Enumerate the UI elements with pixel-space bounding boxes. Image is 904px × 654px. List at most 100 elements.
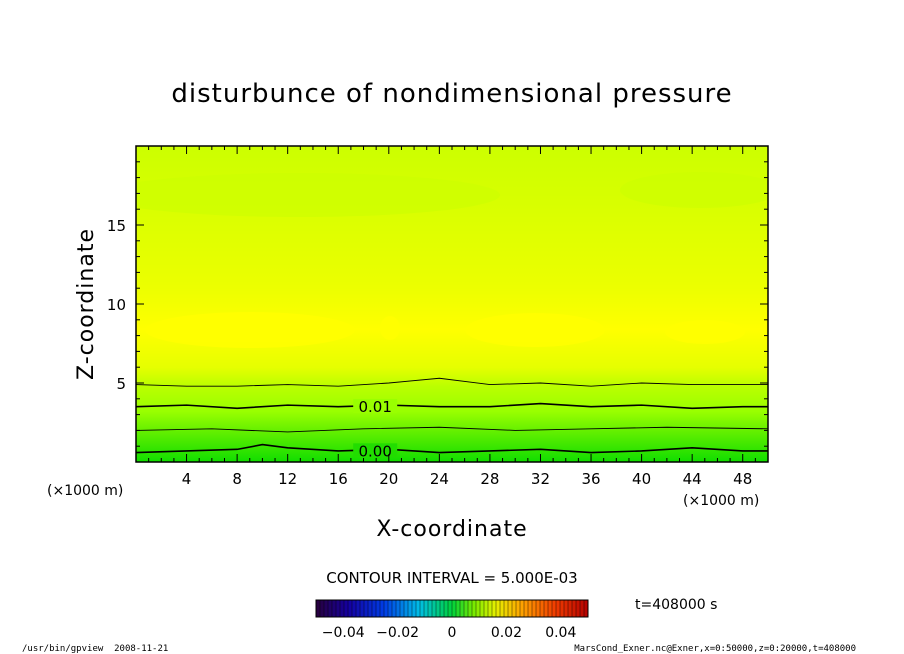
colorbar-segment [336, 600, 340, 617]
colorbar-tick-label: 0.02 [491, 625, 522, 641]
colorbar-segment [392, 600, 396, 617]
x-axis-label: X-coordinate [376, 517, 527, 542]
y-tick-label: 5 [116, 375, 126, 393]
colorbar-segment [488, 600, 492, 617]
x-tick-label: 32 [531, 470, 550, 488]
colorbar-segment [576, 600, 580, 617]
colorbar-segment [324, 600, 328, 617]
colorbar-segment [420, 600, 424, 617]
x-tick-label: 20 [379, 470, 398, 488]
colorbar-segment [468, 600, 472, 617]
x-tick-label: 48 [733, 470, 752, 488]
colorbar-segment [332, 600, 336, 617]
colorbar-tick-label: 0.04 [545, 625, 576, 641]
colorbar-segment [412, 600, 416, 617]
colorbar-segment [316, 600, 320, 617]
x-tick-label: 8 [232, 470, 242, 488]
colorbar-segment [428, 600, 432, 617]
x-unit-label-right: (×1000 m) [683, 493, 759, 509]
contour-fill-blob [145, 312, 355, 348]
contour-line [136, 443, 768, 454]
time-label: t=408000 s [635, 597, 717, 613]
colorbar-tick-label: −0.02 [376, 625, 419, 641]
colorbar [315, 600, 588, 617]
colorbar-segment [556, 600, 560, 617]
colorbar-segment [452, 600, 456, 617]
colorbar-segment [516, 600, 520, 617]
colorbar-segment [480, 600, 484, 617]
y-tick-label: 10 [107, 296, 126, 314]
colorbar-segment [424, 600, 428, 617]
colorbar-segment [432, 600, 436, 617]
colorbar-segment [508, 600, 512, 617]
y-axis: 5 10 15 [107, 161, 768, 447]
colorbar-segment [580, 600, 584, 617]
contour-fill-blob [380, 316, 400, 340]
colorbar-segment [456, 600, 460, 617]
colorbar-segment [548, 600, 552, 617]
x-tick-label: 24 [430, 470, 449, 488]
x-tick-label: 36 [581, 470, 600, 488]
colorbar-segment [340, 600, 344, 617]
x-tick-label: 16 [329, 470, 348, 488]
colorbar-segment [368, 600, 372, 617]
x-tick-label: 44 [683, 470, 702, 488]
x-unit-label-left: (×1000 m) [47, 483, 123, 499]
contour-fill-blob [665, 320, 745, 344]
footer-left: /usr/bin/gpview 2008-11-21 [22, 644, 168, 654]
x-tick-label: 40 [632, 470, 651, 488]
colorbar-segment [408, 600, 412, 617]
contour-label-gap [353, 443, 398, 458]
colorbar-segment [572, 600, 576, 617]
colorbar-segment [360, 600, 364, 617]
colorbar-segment [544, 600, 548, 617]
colorbar-segment [540, 600, 544, 617]
colorbar-segment [532, 600, 536, 617]
x-tick-label: 12 [278, 470, 297, 488]
colorbar-segment [552, 600, 556, 617]
colorbar-segment [364, 600, 368, 617]
colorbar-segment [436, 600, 440, 617]
contour-fill-blob [465, 313, 605, 347]
contour-interval-text: CONTOUR INTERVAL = 5.000E-03 [326, 569, 577, 587]
contour-label: 0.00 [358, 442, 391, 460]
colorbar-segment [352, 600, 356, 617]
colorbar-segment [376, 600, 380, 617]
x-tick-label: 4 [182, 470, 192, 488]
colorbar-segment [464, 600, 468, 617]
contour-fill-blob [136, 173, 500, 217]
colorbar-segment [416, 600, 420, 617]
plot-area: 0.00 0.01 [136, 146, 768, 462]
chart-title: disturbunce of nondimensional pressure [171, 79, 732, 109]
colorbar-segment [328, 600, 332, 617]
colorbar-segment [484, 600, 488, 617]
colorbar-segment [536, 600, 540, 617]
colorbar-segment [584, 600, 588, 617]
colorbar-segment [320, 600, 324, 617]
colorbar-segment [356, 600, 360, 617]
colorbar-segment [388, 600, 392, 617]
contour-fill-blob [620, 172, 768, 208]
colorbar-frame [315, 599, 589, 618]
y-axis-label: Z-coordinate [74, 228, 99, 380]
colorbar-ticks: −0.04 −0.02 0 0.02 0.04 [322, 625, 577, 641]
footer-right: MarsCond_Exner.nc@Exner,x=0:50000,z=0:20… [574, 644, 856, 654]
colorbar-segment [524, 600, 528, 617]
colorbar-segment [396, 600, 400, 617]
colorbar-segment [500, 600, 504, 617]
contour-line [136, 426, 768, 433]
x-axis: 4 8 12 16 20 24 28 32 36 40 44 48 [148, 146, 756, 488]
colorbar-segment [460, 600, 464, 617]
colorbar-segment [496, 600, 500, 617]
colorbar-segment [348, 600, 352, 617]
colorbar-segment [372, 600, 376, 617]
y-tick-label: 15 [107, 217, 126, 235]
colorbar-segment [440, 600, 444, 617]
contour-line [136, 402, 768, 410]
colorbar-segment [476, 600, 480, 617]
colorbar-segment [512, 600, 516, 617]
colorbar-segment [564, 600, 568, 617]
colorbar-segment [400, 600, 404, 617]
colorbar-segment [472, 600, 476, 617]
